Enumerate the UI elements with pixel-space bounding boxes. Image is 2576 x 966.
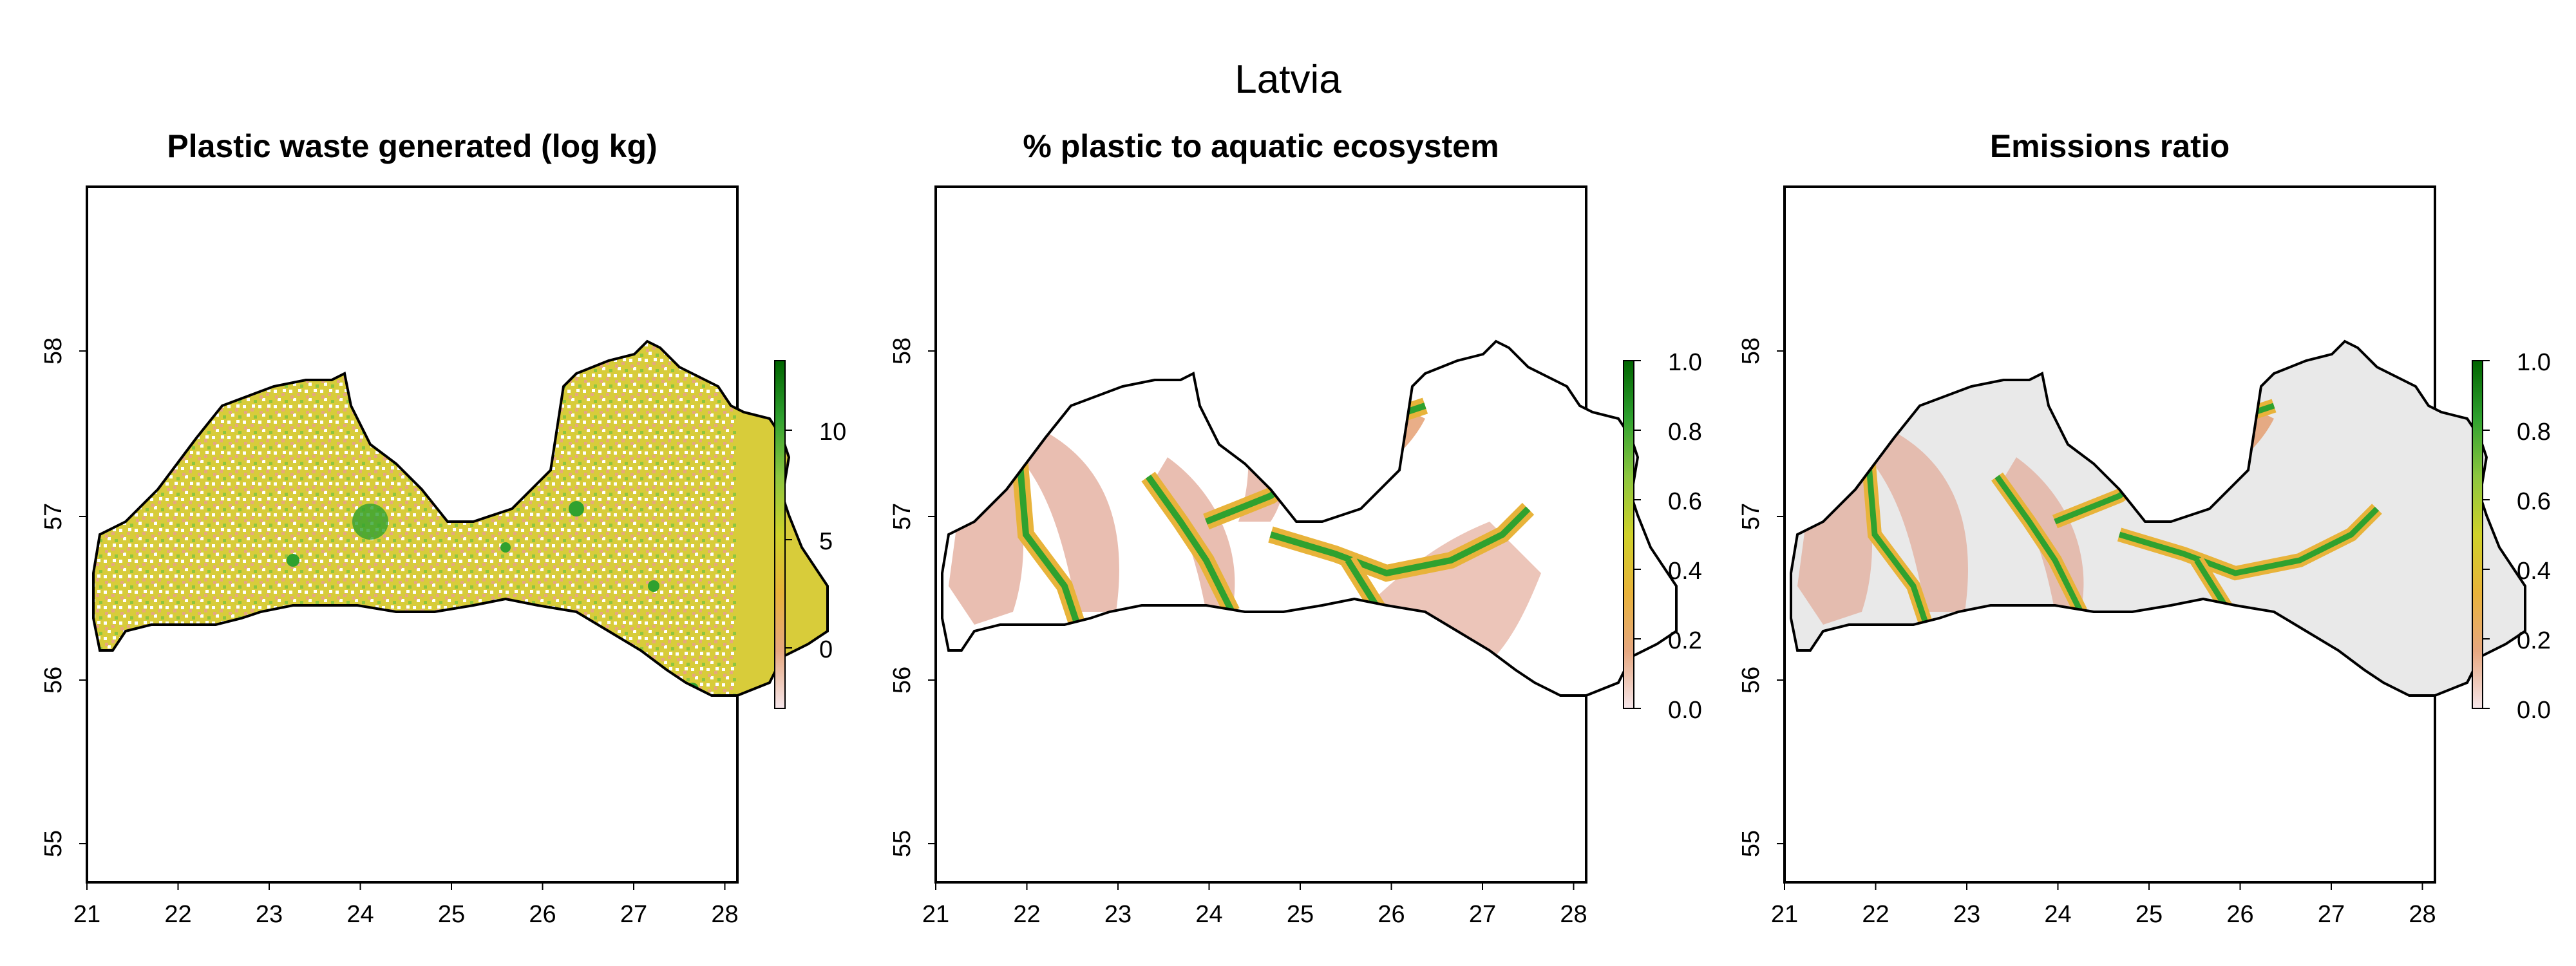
y-tick-label: 55 xyxy=(889,830,916,857)
x-tick-label: 24 xyxy=(346,901,374,928)
y-tick-label: 57 xyxy=(1738,503,1765,530)
y-tick-label: 58 xyxy=(889,337,916,365)
legend-tick: 5 xyxy=(819,528,833,555)
x-tick-label: 23 xyxy=(1953,901,1980,928)
legend-tick: 1.0 xyxy=(2517,349,2551,376)
legend-bar xyxy=(774,360,786,709)
y-tick-label: 56 xyxy=(1738,667,1765,694)
x-tick-label: 28 xyxy=(711,901,738,928)
legend-tick: 0.2 xyxy=(1668,627,1702,654)
legend-bar xyxy=(1623,360,1634,709)
x-tick-label: 24 xyxy=(2044,901,2071,928)
legend-tick: 0.6 xyxy=(2517,488,2551,515)
y-tick-label: 55 xyxy=(1738,830,1765,857)
panel-title: Emissions ratio xyxy=(1990,128,2230,164)
y-tick-label: 58 xyxy=(40,337,67,365)
x-tick-label: 25 xyxy=(2136,901,2163,928)
legend-tick: 0.0 xyxy=(1668,697,1702,724)
x-tick-label: 28 xyxy=(2409,901,2436,928)
x-tick-label: 21 xyxy=(1771,901,1798,928)
x-tick-label: 21 xyxy=(73,901,100,928)
panel-emissions: Emissions ratio xyxy=(1783,128,2551,884)
latvia-map xyxy=(941,340,1678,697)
x-tick-label: 25 xyxy=(1287,901,1314,928)
panel-title: % plastic to aquatic ecosystem xyxy=(1023,128,1499,164)
x-tick-label: 26 xyxy=(1378,901,1405,928)
latvia-map xyxy=(92,340,829,697)
y-tick-label: 57 xyxy=(40,503,67,530)
legend-tick: 0.8 xyxy=(2517,419,2551,446)
latvia-map xyxy=(1790,340,2526,697)
legend-tick: 10 xyxy=(819,419,846,446)
legend-tick: 0.2 xyxy=(2517,627,2551,654)
legend-tick: 0.0 xyxy=(2517,697,2551,724)
x-tick-label: 26 xyxy=(2226,901,2253,928)
legend: 1.0 0.8 0.6 0.4 0.2 0.0 xyxy=(2472,349,2551,724)
legend-tick: 0.4 xyxy=(1668,558,1702,585)
x-tick-label: 26 xyxy=(529,901,556,928)
x-tick-label: 28 xyxy=(1560,901,1587,928)
legend-tick: 0.8 xyxy=(1668,419,1702,446)
x-tick-label: 22 xyxy=(164,901,191,928)
x-tick-label: 25 xyxy=(438,901,465,928)
x-tick-label: 27 xyxy=(2318,901,2345,928)
y-tick-label: 57 xyxy=(889,503,916,530)
axes-layer: 21 22 23 24 25 26 27 28 55 56 57 58 21 22 23 24 25 26 27 28… xyxy=(40,337,2436,928)
y-tick-label: 56 xyxy=(889,667,916,694)
x-tick-label: 27 xyxy=(1469,901,1496,928)
x-tick-label: 23 xyxy=(1104,901,1132,928)
y-tick-label: 58 xyxy=(1738,337,1765,365)
x-tick-label: 21 xyxy=(922,901,949,928)
x-tick-label: 22 xyxy=(1862,901,1889,928)
panel-title: Plastic waste generated (log kg) xyxy=(167,128,657,164)
legend: 10 5 0 xyxy=(774,360,846,709)
legend-tick: 1.0 xyxy=(1668,349,1702,376)
panel-waste: Plastic waste generated (log kg) 10 5 xyxy=(86,128,846,884)
legend-tick: 0.4 xyxy=(2517,558,2551,585)
legend-tick: 0.6 xyxy=(1668,488,1702,515)
panel-aquatic: % plastic to aquatic ecosystem xyxy=(934,128,1702,884)
legend: 1.0 0.8 0.6 0.4 0.2 0.0 xyxy=(1623,349,1702,724)
x-tick-label: 23 xyxy=(256,901,283,928)
x-tick-label: 24 xyxy=(1195,901,1222,928)
figure-title: Latvia xyxy=(1235,57,1341,102)
legend-tick: 0 xyxy=(819,636,833,663)
x-tick-label: 22 xyxy=(1013,901,1040,928)
legend-bar xyxy=(2472,360,2483,709)
y-tick-label: 55 xyxy=(40,830,67,857)
y-tick-label: 56 xyxy=(40,667,67,694)
x-tick-label: 27 xyxy=(620,901,647,928)
